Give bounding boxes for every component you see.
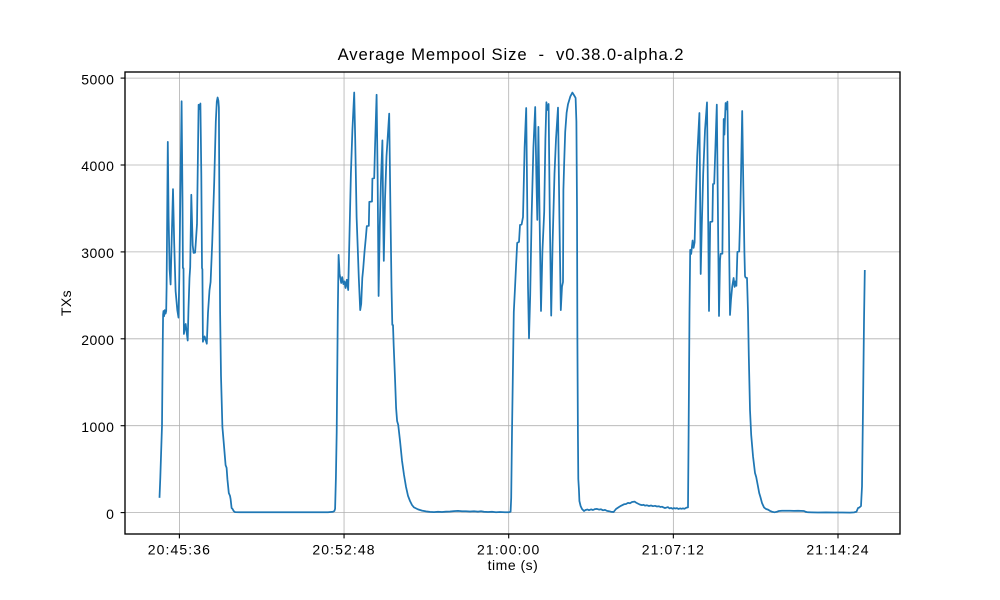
svg-text:2000: 2000 [81,332,114,348]
svg-text:21:07:12: 21:07:12 [642,542,705,558]
svg-text:21:14:24: 21:14:24 [806,542,869,558]
svg-text:Average Mempool Size - v0.38: Average Mempool Size - v0.38.0-alpha.2 [338,45,685,64]
svg-text:5000: 5000 [81,71,114,87]
svg-text:TXs: TXs [58,290,74,316]
svg-text:3000: 3000 [81,245,114,261]
svg-text:20:52:48: 20:52:48 [312,542,375,558]
svg-text:0: 0 [106,506,114,522]
svg-text:1000: 1000 [81,419,114,435]
svg-text:21:00:00: 21:00:00 [477,542,540,558]
svg-text:time (s): time (s) [488,557,539,573]
svg-text:20:45:36: 20:45:36 [148,542,211,558]
svg-text:4000: 4000 [81,158,114,174]
